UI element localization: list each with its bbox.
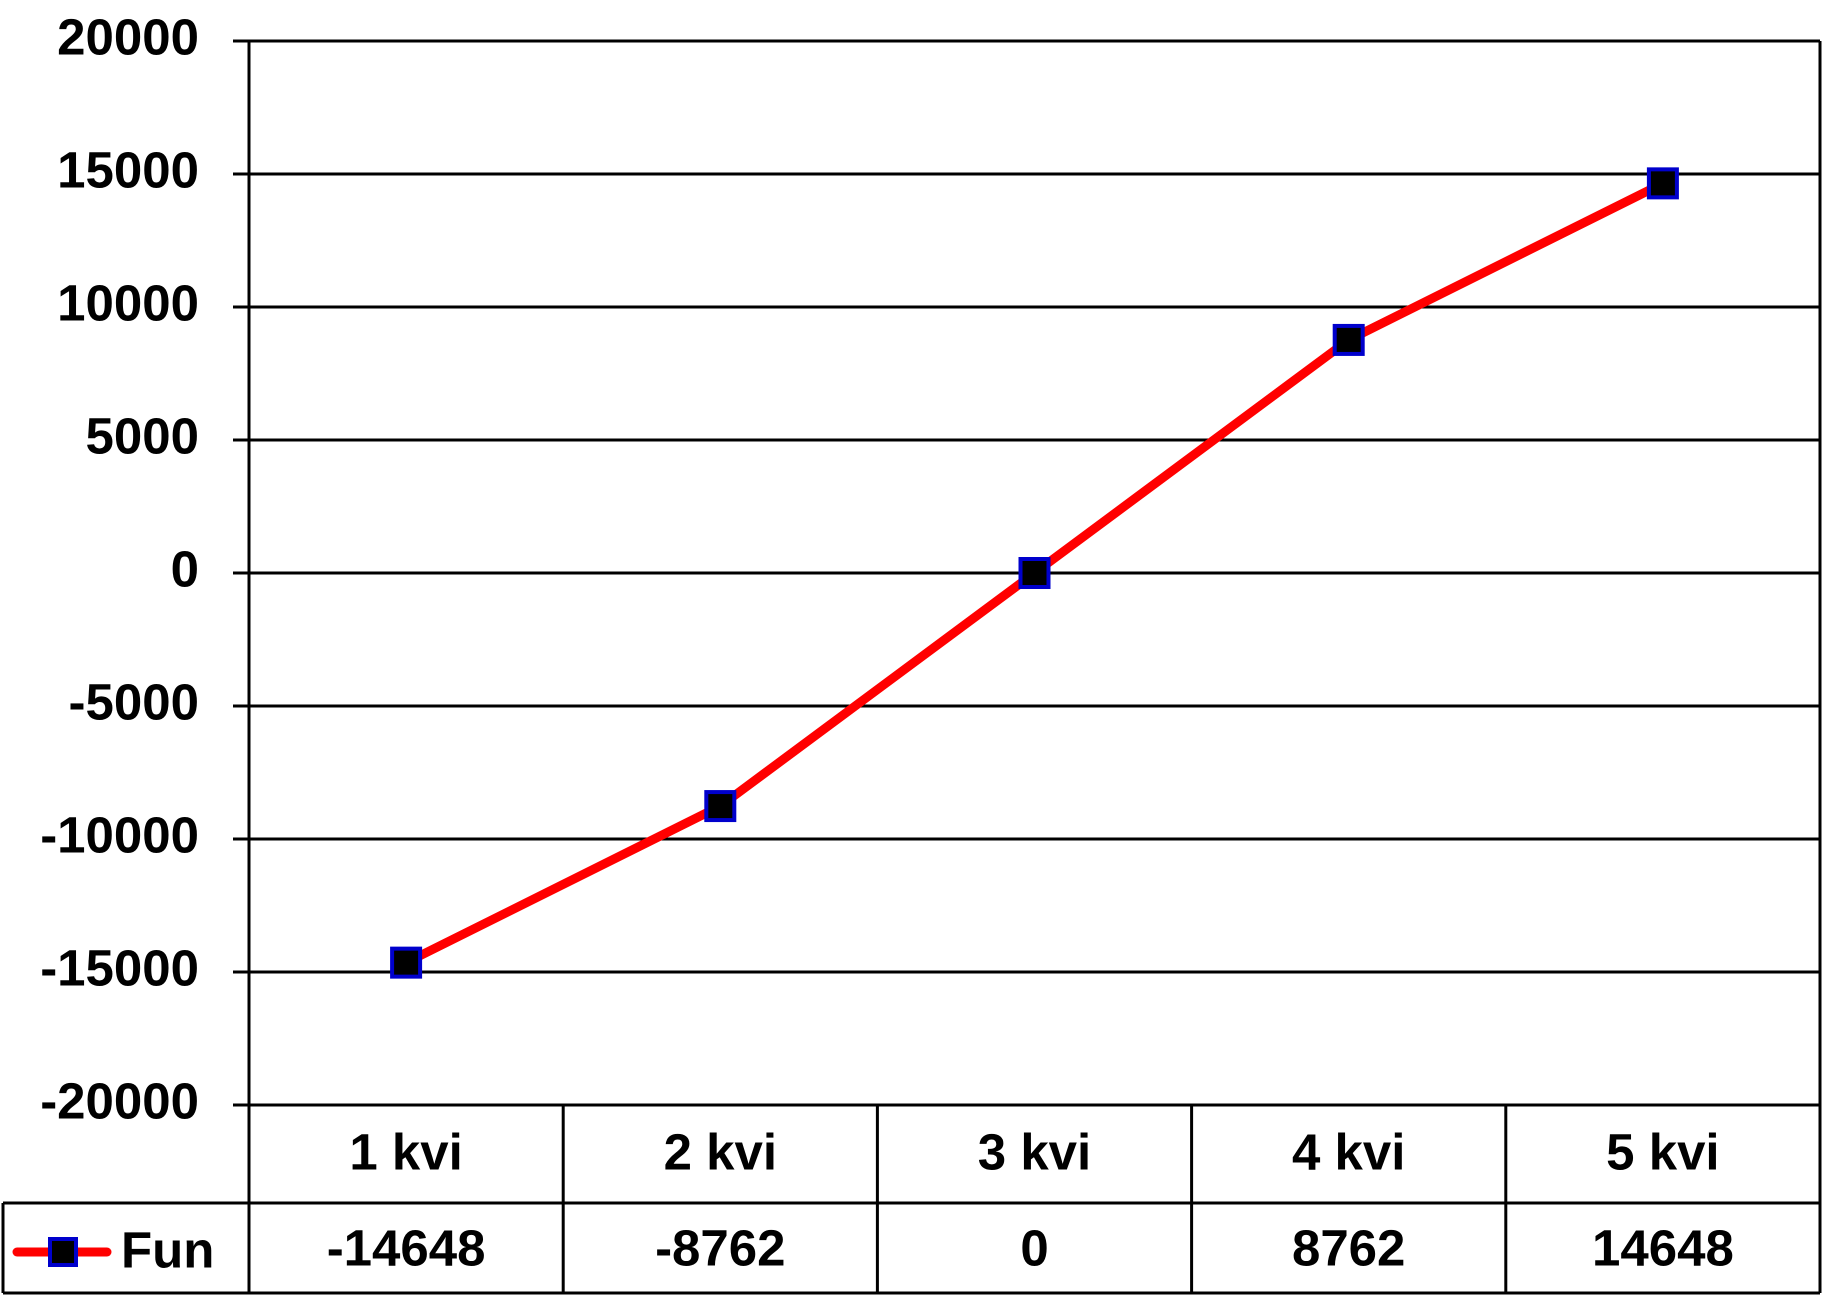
table-value: 14648 xyxy=(1592,1219,1734,1276)
table-value: -8762 xyxy=(655,1219,785,1276)
y-tick-label: 10000 xyxy=(57,274,199,331)
y-tick-label: -10000 xyxy=(40,806,199,863)
x-tick-label: 4 kvi xyxy=(1292,1123,1405,1180)
y-tick-label: 5000 xyxy=(86,407,199,464)
marker xyxy=(1018,557,1051,589)
y-tick-label: -15000 xyxy=(40,939,199,996)
y-tick-label: 0 xyxy=(171,540,199,597)
y-tick-label: -20000 xyxy=(40,1072,199,1129)
y-tick-label: 15000 xyxy=(57,141,199,198)
x-tick-label: 1 kvi xyxy=(349,1123,462,1180)
legend-label: Fun xyxy=(121,1221,214,1278)
table-value: 8762 xyxy=(1292,1219,1405,1276)
marker xyxy=(390,946,423,979)
marker xyxy=(1646,167,1679,200)
marker xyxy=(1332,323,1365,356)
y-tick-label: 20000 xyxy=(57,8,199,65)
table-value: 0 xyxy=(1020,1219,1048,1276)
marker xyxy=(704,790,737,823)
legend-marker xyxy=(48,1237,78,1267)
x-tick-label: 3 kvi xyxy=(978,1123,1091,1180)
y-tick-label: -5000 xyxy=(69,673,199,730)
table-value: -14648 xyxy=(327,1219,486,1276)
x-tick-label: 5 kvi xyxy=(1606,1123,1719,1180)
x-tick-label: 2 kvi xyxy=(664,1123,777,1180)
